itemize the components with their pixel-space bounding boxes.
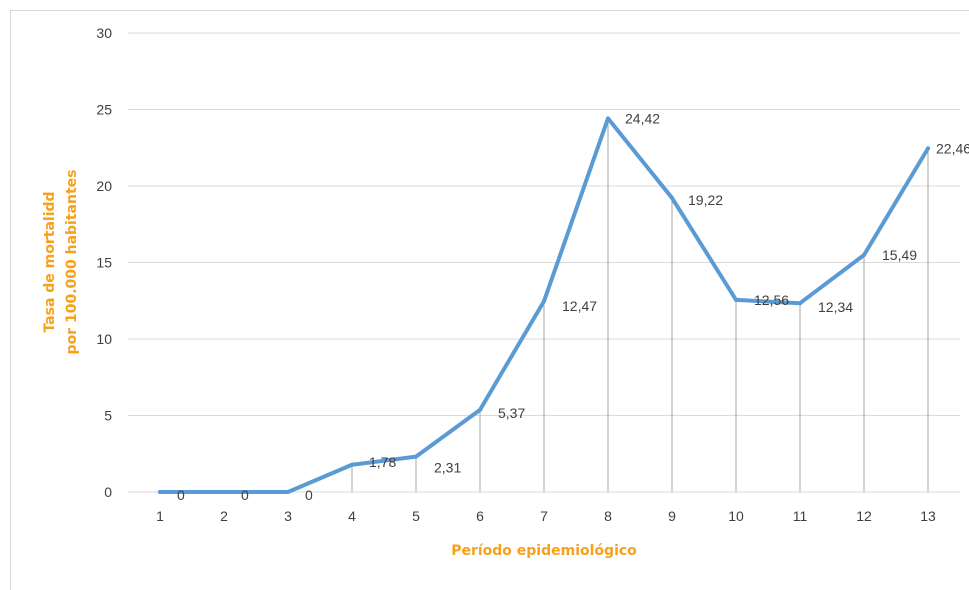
data-label: 15,49 (882, 247, 917, 263)
y-axis-title-line-2: por 100.000 habitantes (64, 170, 80, 355)
x-tick-label: 6 (476, 508, 484, 524)
data-label: 0 (305, 487, 313, 503)
x-tick-label: 12 (856, 508, 872, 524)
x-tick-label: 3 (284, 508, 292, 524)
data-point (926, 146, 930, 150)
data-point (606, 116, 610, 120)
x-tick-labels: 1 2 3 4 5 6 7 8 9 10 11 12 13 (156, 508, 936, 524)
data-labels: 0 0 0 1,78 2,31 5,37 12,47 24,42 19,22 12,56 12,34… (177, 110, 969, 503)
data-point (222, 490, 226, 494)
x-tick-label: 1 (156, 508, 164, 524)
y-tick-label: 30 (96, 25, 112, 41)
data-label: 2,31 (434, 460, 461, 476)
x-tick-label: 4 (348, 508, 356, 524)
data-point (478, 408, 482, 412)
y-tick-label: 20 (96, 178, 112, 194)
data-label: 19,22 (688, 192, 723, 208)
data-label: 22,46 (936, 140, 969, 156)
data-point (798, 301, 802, 305)
data-point (734, 298, 738, 302)
y-axis-title-line-1: Tasa de mortalidd (42, 191, 58, 332)
x-tick-label: 10 (728, 508, 744, 524)
x-tick-label: 11 (793, 508, 808, 524)
line-chart: 0 0 0 1,78 2,31 5,37 12,47 24,42 19,22 12,56 12,34… (0, 0, 969, 577)
y-tick-label: 25 (96, 102, 112, 118)
data-point (670, 196, 674, 200)
data-label: 1,78 (369, 454, 396, 470)
x-tick-label: 2 (220, 508, 228, 524)
data-label: 24,42 (625, 110, 660, 126)
x-axis-title: Período epidemiológico (451, 543, 637, 559)
data-label: 5,37 (498, 405, 525, 421)
x-tick-label: 9 (668, 508, 676, 524)
data-point (542, 299, 546, 303)
data-label: 12,34 (818, 299, 853, 315)
data-point (414, 455, 418, 459)
data-point (350, 463, 354, 467)
data-point (286, 490, 290, 494)
data-point (158, 490, 162, 494)
y-tick-label: 5 (104, 408, 112, 424)
y-tick-label: 0 (104, 484, 112, 500)
data-label: 0 (177, 487, 185, 503)
x-tick-label: 8 (604, 508, 612, 524)
data-label: 12,56 (754, 292, 789, 308)
data-label: 0 (241, 487, 249, 503)
data-label: 12,47 (562, 298, 597, 314)
x-tick-label: 5 (412, 508, 420, 524)
x-tick-label: 7 (540, 508, 548, 524)
y-axis-title: Tasa de mortalidd por 100.000 habitantes (42, 170, 80, 355)
y-tick-labels: 0 5 10 15 20 25 30 (96, 25, 112, 500)
y-tick-label: 10 (96, 331, 112, 347)
data-point (862, 253, 866, 257)
x-tick-label: 13 (920, 508, 936, 524)
y-tick-label: 15 (96, 255, 112, 271)
